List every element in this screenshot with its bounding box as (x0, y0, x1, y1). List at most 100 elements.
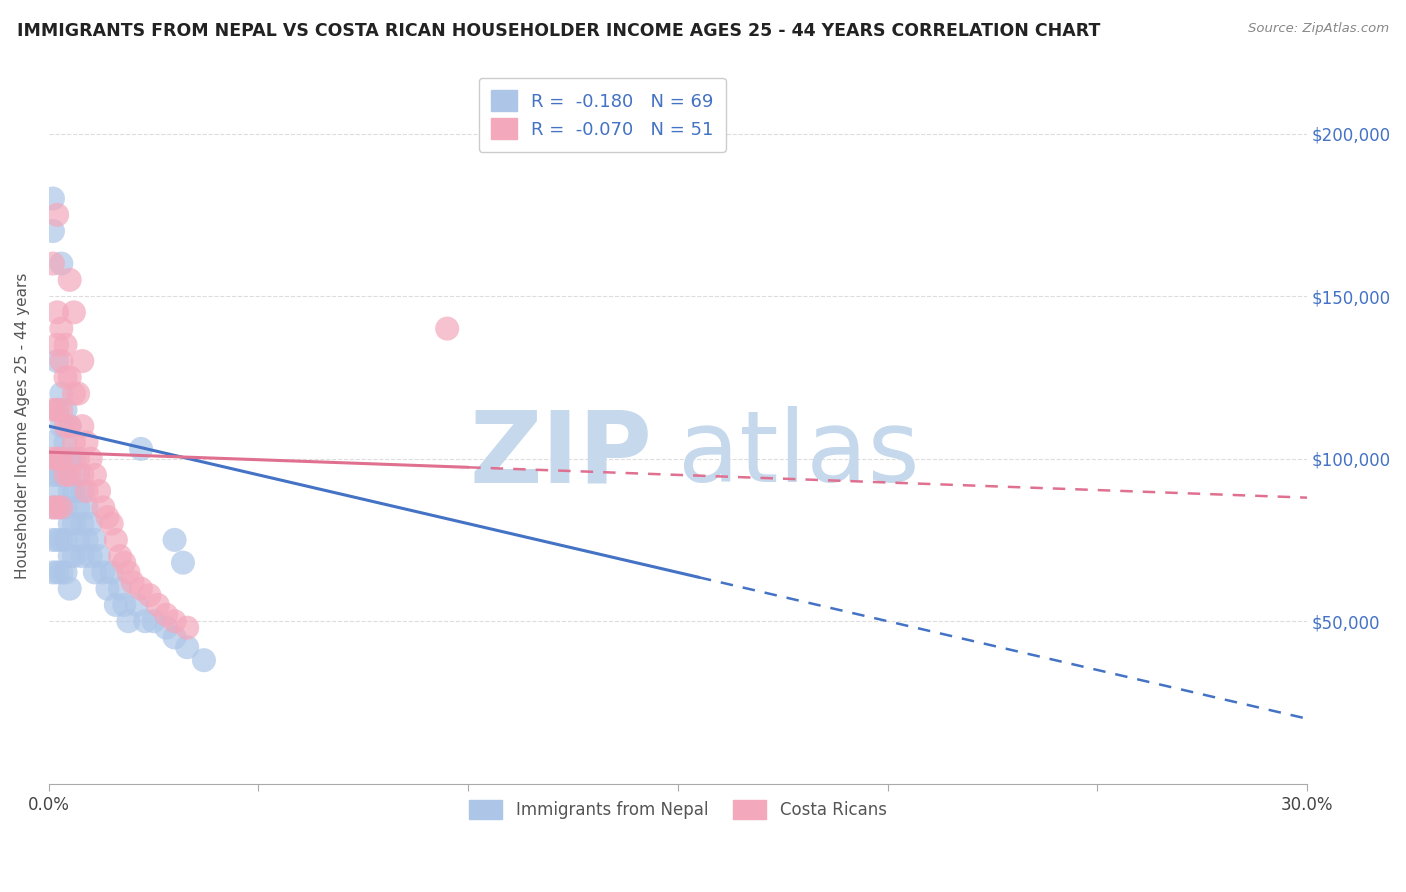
Point (46, 533, 69, 547)
Point (80, 451, 103, 466)
Point (55, 402, 77, 417)
Point (91, 500, 114, 515)
Point (59, 370, 82, 384)
Point (51, 386, 73, 401)
Point (51, 500, 73, 515)
Point (112, 556, 135, 570)
Point (117, 614, 139, 628)
Point (46, 451, 69, 466)
Point (51, 402, 73, 417)
Point (55, 467, 77, 482)
Point (42, 224, 65, 238)
Point (172, 556, 194, 570)
Point (42, 500, 65, 515)
Point (76, 484, 98, 499)
Point (83, 467, 105, 482)
Point (436, 321, 458, 335)
Point (193, 653, 215, 667)
Point (163, 533, 186, 547)
Legend: Immigrants from Nepal, Costa Ricans: Immigrants from Nepal, Costa Ricans (463, 793, 893, 825)
Point (67, 386, 90, 401)
Point (59, 419, 82, 434)
Point (42, 566, 65, 580)
Point (59, 451, 82, 466)
Point (55, 467, 77, 482)
Point (51, 451, 73, 466)
Point (51, 467, 73, 482)
Point (51, 256, 73, 270)
Point (59, 516, 82, 531)
Point (134, 614, 156, 628)
Point (76, 435, 98, 450)
Point (63, 386, 86, 401)
Point (55, 533, 77, 547)
Point (59, 549, 82, 564)
Point (63, 451, 86, 466)
Point (129, 582, 152, 596)
Point (51, 419, 73, 434)
Point (72, 549, 94, 564)
Text: ZIP: ZIP (470, 406, 652, 503)
Point (83, 566, 105, 580)
Point (46, 354, 69, 368)
Point (100, 516, 122, 531)
Point (46, 208, 69, 222)
Point (55, 566, 77, 580)
Point (42, 533, 65, 547)
Point (42, 435, 65, 450)
Point (72, 516, 94, 531)
Point (129, 442, 152, 456)
Point (76, 500, 98, 515)
Point (72, 354, 94, 368)
Point (63, 435, 86, 450)
Point (55, 435, 77, 450)
Y-axis label: Householder Income Ages 25 - 44 years: Householder Income Ages 25 - 44 years (15, 273, 30, 579)
Point (155, 607, 177, 622)
Point (108, 582, 131, 596)
Point (100, 566, 122, 580)
Point (46, 305, 69, 319)
Text: Source: ZipAtlas.com: Source: ZipAtlas.com (1249, 22, 1389, 36)
Point (67, 533, 90, 547)
Point (59, 484, 82, 499)
Point (96, 582, 118, 596)
Point (55, 338, 77, 352)
Point (83, 533, 105, 547)
Point (67, 467, 90, 482)
Point (42, 402, 65, 417)
Point (176, 640, 198, 655)
Point (46, 566, 69, 580)
Point (72, 484, 94, 499)
Point (42, 192, 65, 206)
Point (76, 533, 98, 547)
Point (51, 354, 73, 368)
Point (59, 273, 82, 287)
Point (51, 533, 73, 547)
Point (155, 621, 177, 635)
Point (51, 500, 73, 515)
Point (63, 305, 86, 319)
Point (42, 500, 65, 515)
Point (55, 370, 77, 384)
Point (163, 614, 186, 628)
Point (138, 588, 160, 602)
Point (67, 500, 90, 515)
Point (176, 621, 198, 635)
Point (46, 402, 69, 417)
Point (51, 321, 73, 335)
Point (72, 419, 94, 434)
Point (46, 500, 69, 515)
Point (42, 256, 65, 270)
Text: atlas: atlas (678, 406, 920, 503)
Point (46, 500, 69, 515)
Point (63, 549, 86, 564)
Point (46, 467, 69, 482)
Point (51, 451, 73, 466)
Point (51, 566, 73, 580)
Point (96, 510, 118, 524)
Point (117, 566, 139, 580)
Point (46, 402, 69, 417)
Point (55, 419, 77, 434)
Text: IMMIGRANTS FROM NEPAL VS COSTA RICAN HOUSEHOLDER INCOME AGES 25 - 44 YEARS CORRE: IMMIGRANTS FROM NEPAL VS COSTA RICAN HOU… (17, 22, 1101, 40)
Point (87, 484, 110, 499)
